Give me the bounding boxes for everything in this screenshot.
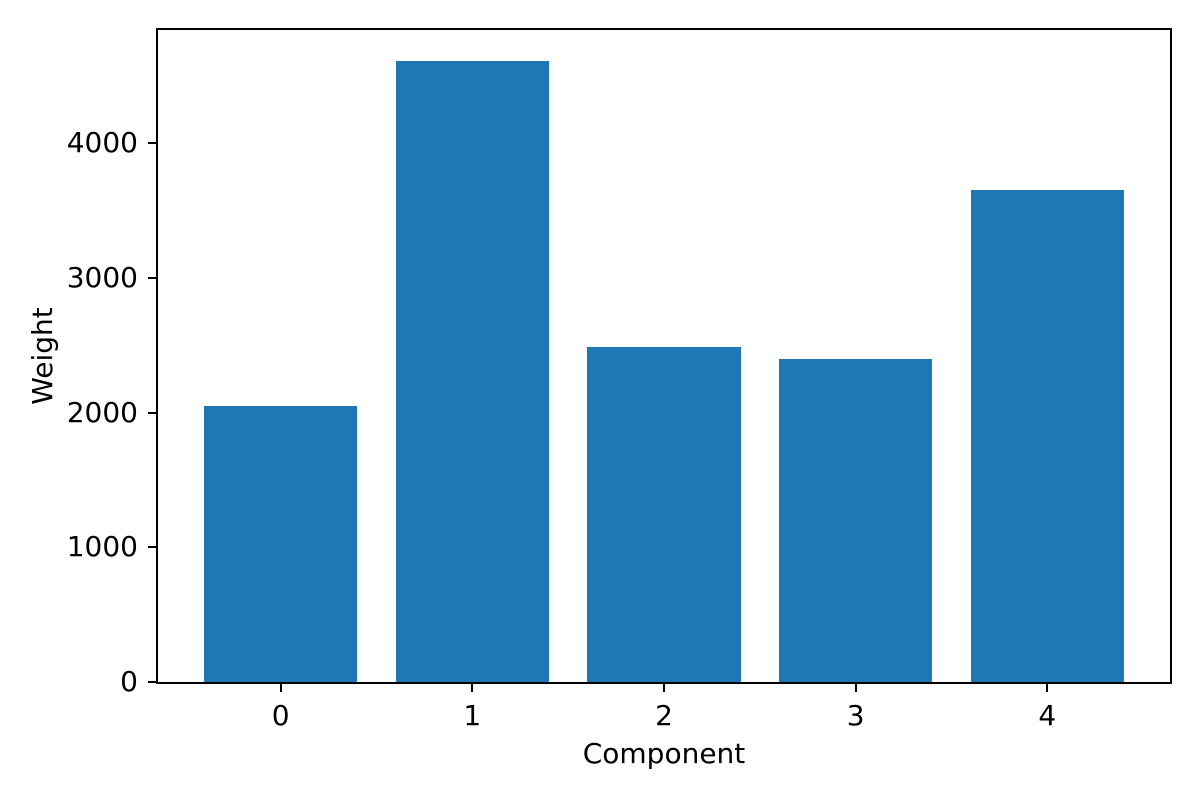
y-tick-label: 0 <box>120 665 138 698</box>
x-tick-label: 3 <box>846 699 865 732</box>
x-tick-label: 0 <box>271 699 290 732</box>
y-tick-label: 3000 <box>66 260 138 294</box>
y-axis-label: Weight <box>26 307 59 405</box>
x-axis-label: Component <box>582 737 746 770</box>
bars-layer <box>158 30 1170 682</box>
bar-1 <box>395 61 549 682</box>
y-tick-label: 1000 <box>66 530 138 564</box>
bar-2 <box>587 347 741 682</box>
x-tick-label: 2 <box>655 699 673 732</box>
x-tick-label: 4 <box>1038 699 1057 732</box>
bar-4 <box>970 189 1124 682</box>
y-tick-label: 4000 <box>66 126 138 160</box>
bar-3 <box>779 358 933 682</box>
x-tick-label: 1 <box>463 699 482 732</box>
bar-0 <box>204 406 358 682</box>
